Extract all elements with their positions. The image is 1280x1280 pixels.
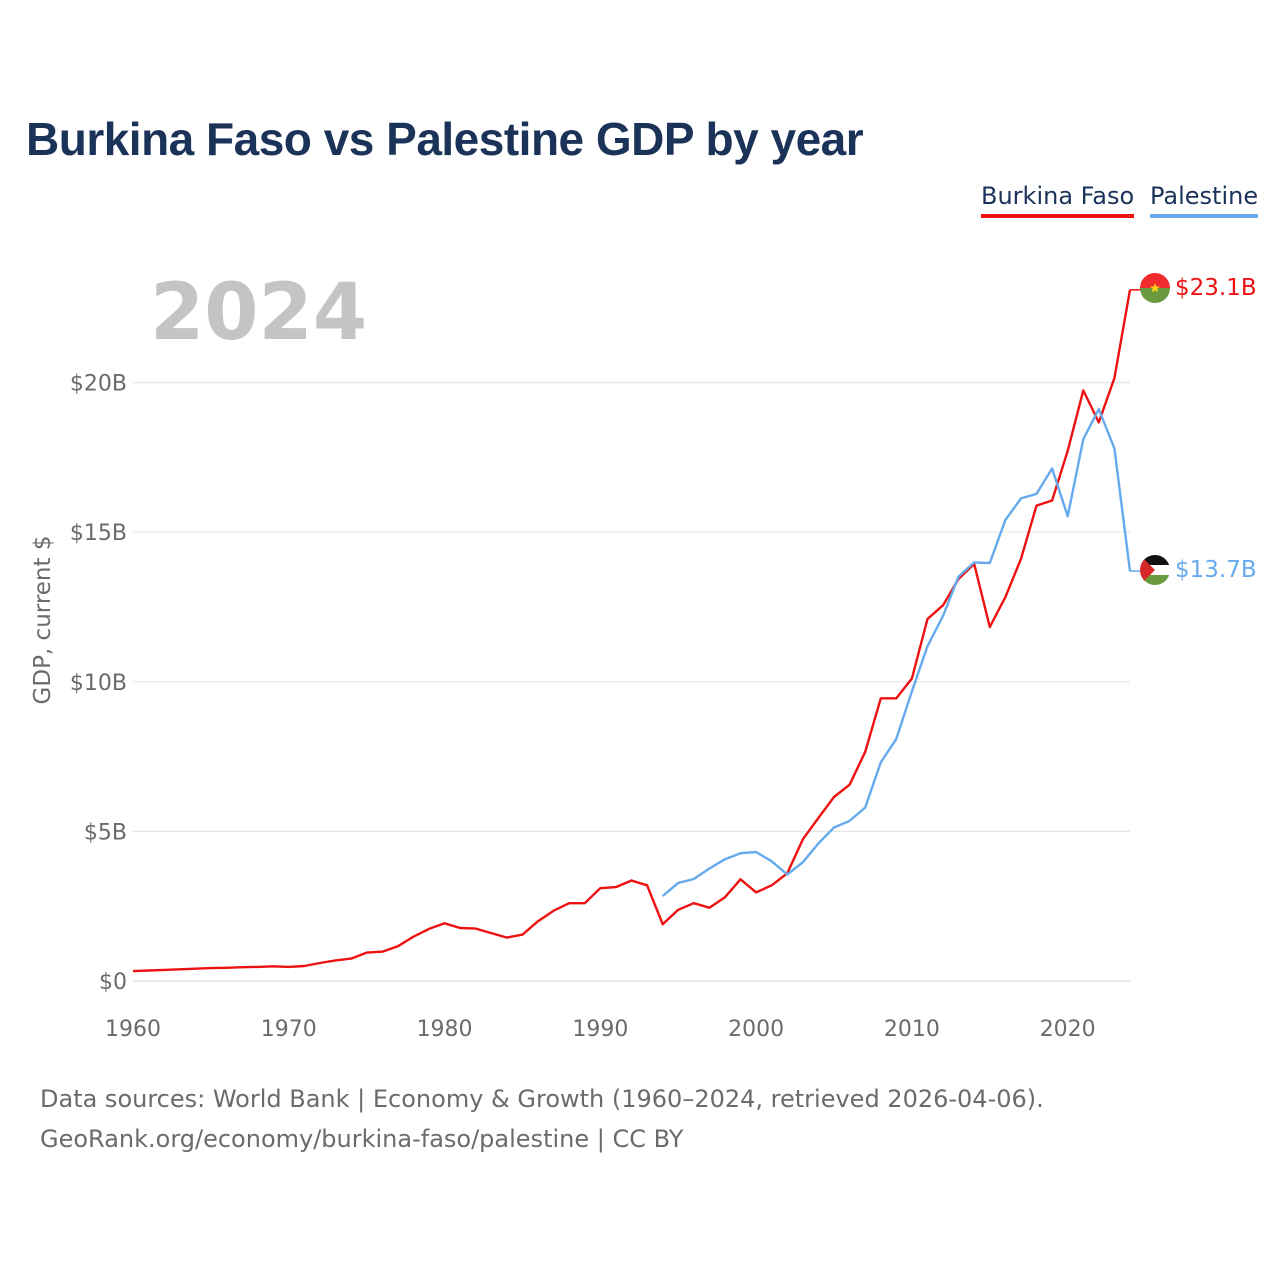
source-url[interactable]: GeoRank.org/economy/burkina-faso/palesti… <box>40 1125 684 1153</box>
series-line-burkina-faso <box>132 289 1132 973</box>
end-value-label-palestine: $13.7B <box>1175 557 1257 583</box>
grid-lines <box>133 382 1130 982</box>
x-tick-label: 1980 <box>417 1017 473 1042</box>
y-tick-label: $20B <box>70 372 127 397</box>
y-tick-label: $15B <box>70 521 127 546</box>
source-text: Data sources: World Bank | Economy & Gro… <box>40 1085 1044 1113</box>
y-tick-label: $5B <box>84 820 127 845</box>
legend-palestine[interactable]: Palestine <box>1150 182 1259 218</box>
y-tick-label: $10B <box>70 671 127 696</box>
year-watermark: 2024 <box>150 268 368 358</box>
x-tick-label: 2020 <box>1040 1017 1096 1042</box>
y-axis-label: GDP, current $ <box>30 536 56 705</box>
x-tick-label: 1990 <box>572 1017 628 1042</box>
end-value-label-burkina-faso: $23.1B <box>1175 275 1257 301</box>
x-axis-ticks: 1960 1970 1980 1990 2000 2010 2020 <box>105 1017 1096 1042</box>
chart-title: Burkina Faso vs Palestine GDP by year <box>26 113 864 165</box>
palestine-flag-icon <box>1140 555 1170 585</box>
series-lines <box>132 289 1142 973</box>
x-tick-label: 2000 <box>728 1017 784 1042</box>
x-tick-label: 1960 <box>105 1017 161 1042</box>
x-tick-label: 1970 <box>261 1017 317 1042</box>
y-tick-label: $0 <box>99 970 127 995</box>
x-tick-label: 2010 <box>884 1017 940 1042</box>
legend-burkina-faso[interactable]: Burkina Faso <box>981 182 1135 218</box>
burkina-faso-flag-icon <box>1140 273 1170 303</box>
series-line-palestine <box>661 408 1132 897</box>
y-axis-ticks: $0 $5B $10B $15B $20B <box>70 372 127 995</box>
